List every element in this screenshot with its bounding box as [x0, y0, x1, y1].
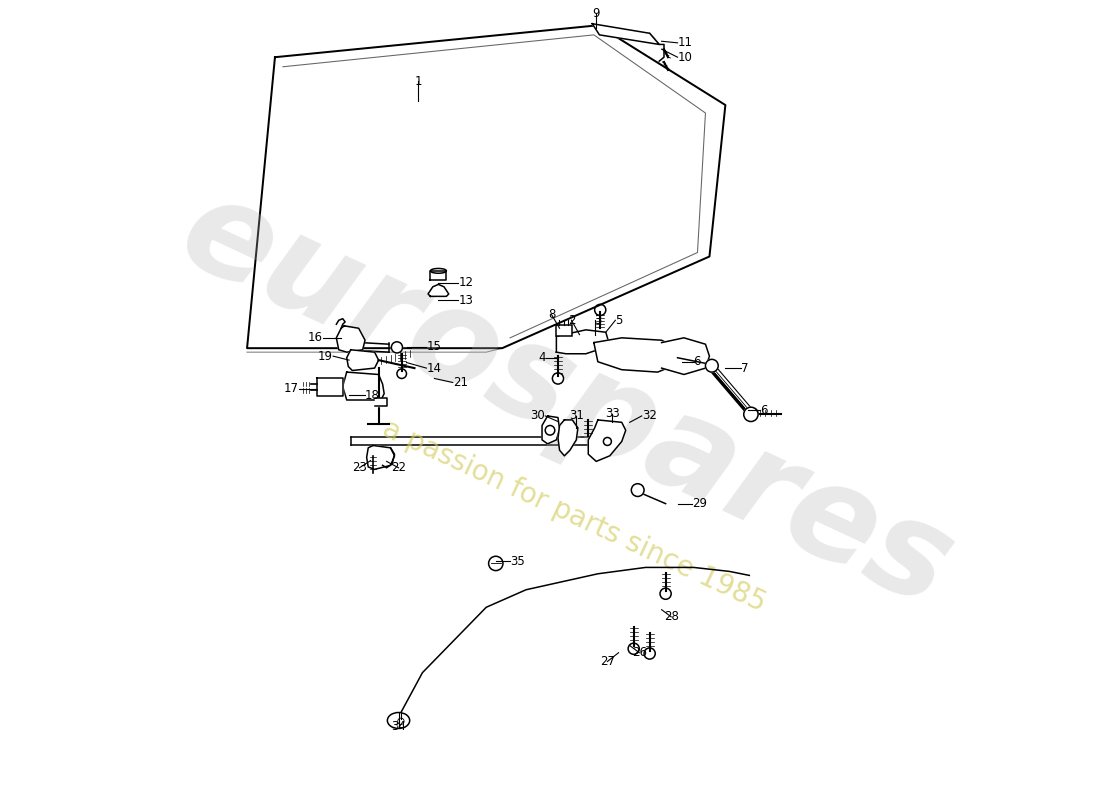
Text: 28: 28 — [663, 610, 679, 623]
Text: 16: 16 — [308, 331, 322, 344]
Polygon shape — [557, 330, 609, 354]
Text: 33: 33 — [605, 407, 619, 420]
Polygon shape — [337, 326, 365, 352]
Circle shape — [392, 342, 403, 353]
Ellipse shape — [387, 713, 409, 729]
Text: 34: 34 — [392, 720, 406, 734]
Polygon shape — [558, 420, 578, 456]
Circle shape — [631, 484, 645, 497]
Polygon shape — [428, 285, 449, 296]
Circle shape — [705, 359, 718, 372]
Text: 26: 26 — [631, 646, 647, 659]
Text: 10: 10 — [678, 50, 692, 64]
Text: 3: 3 — [595, 314, 602, 326]
Text: 22: 22 — [390, 462, 406, 474]
Polygon shape — [542, 416, 560, 444]
Text: a passion for parts since 1985: a passion for parts since 1985 — [377, 414, 770, 617]
Polygon shape — [594, 338, 682, 372]
Text: 8: 8 — [548, 308, 556, 321]
Text: 6: 6 — [693, 355, 701, 368]
Text: 23: 23 — [352, 462, 367, 474]
Text: 31: 31 — [569, 410, 584, 422]
Text: 7: 7 — [741, 362, 749, 374]
Text: 21: 21 — [453, 376, 468, 389]
Text: 12: 12 — [459, 276, 473, 290]
Text: 1: 1 — [415, 74, 422, 88]
Text: 13: 13 — [459, 294, 473, 307]
Text: 27: 27 — [600, 655, 615, 668]
Text: 15: 15 — [427, 340, 441, 353]
Polygon shape — [430, 271, 447, 281]
Polygon shape — [661, 338, 710, 374]
Text: 2: 2 — [568, 314, 575, 326]
Circle shape — [744, 407, 758, 422]
Polygon shape — [346, 350, 378, 370]
Polygon shape — [366, 446, 395, 470]
Text: 11: 11 — [678, 36, 693, 50]
Text: 9: 9 — [593, 7, 600, 20]
Text: 4: 4 — [539, 351, 546, 364]
Text: 18: 18 — [365, 389, 380, 402]
Polygon shape — [343, 372, 384, 400]
Text: 32: 32 — [641, 410, 657, 422]
FancyBboxPatch shape — [556, 325, 572, 336]
Text: 19: 19 — [318, 350, 333, 362]
Text: 5: 5 — [615, 314, 623, 326]
Text: 17: 17 — [284, 382, 299, 395]
Text: eurospares: eurospares — [161, 166, 971, 634]
Text: 14: 14 — [427, 362, 441, 374]
Text: 35: 35 — [510, 554, 525, 567]
Polygon shape — [592, 24, 659, 45]
Text: 29: 29 — [692, 497, 707, 510]
Polygon shape — [317, 378, 343, 396]
Polygon shape — [588, 420, 626, 462]
Circle shape — [488, 556, 503, 570]
Text: 30: 30 — [530, 410, 546, 422]
Text: 6: 6 — [760, 404, 767, 417]
Polygon shape — [375, 398, 386, 406]
